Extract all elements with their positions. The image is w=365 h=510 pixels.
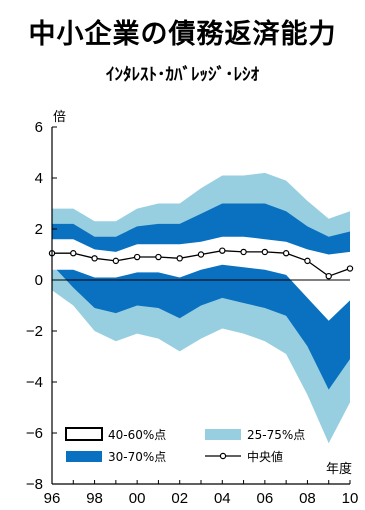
y-tick-label: 2	[35, 221, 43, 238]
x-tick-label: 02	[171, 490, 188, 507]
median-point-2003	[197, 251, 205, 258]
median-point-2002	[176, 255, 183, 262]
median-point-2006	[261, 248, 269, 256]
legend-swatch-40-60	[65, 427, 103, 441]
y-tick-label: 0	[35, 272, 43, 289]
legend-label-30-70: 30-70%点	[108, 450, 166, 464]
y-tick-label: 4	[35, 170, 43, 187]
x-tick-label: 04	[214, 490, 231, 507]
x-tick-label: 96	[44, 490, 61, 507]
y-tick-label: −8	[26, 476, 43, 493]
y-tick-label: −6	[26, 425, 43, 442]
x-tick-label: 00	[129, 490, 146, 507]
legend-label-40-60: 40-60%点	[108, 428, 166, 442]
band-40-60	[52, 236, 350, 321]
legend-swatch-median-marker	[219, 452, 227, 460]
legend-label-median: 中央値	[247, 449, 283, 464]
x-tick-label: 10	[342, 490, 359, 507]
x-tick-label: 08	[299, 490, 316, 507]
median-point-2009	[325, 272, 332, 280]
legend-swatch-30-70	[66, 451, 102, 462]
y-tick-label: −2	[26, 323, 43, 340]
legend-swatch-25-75	[205, 429, 241, 440]
x-tick-label: 98	[86, 490, 103, 507]
median-point-1997	[70, 250, 77, 257]
legend-label-25-75: 25-75%点	[247, 428, 305, 442]
y-tick-label: −4	[26, 374, 43, 391]
median-point-1999	[112, 257, 120, 265]
median-point-2004	[219, 247, 226, 254]
y-tick-label: 6	[35, 119, 43, 136]
chart-title: 中小企業の債務返済能力	[28, 19, 337, 50]
median-point-2000	[133, 253, 141, 261]
x-axis-unit: 年度	[326, 461, 352, 477]
median-point-2008	[304, 257, 311, 265]
median-point-2005	[240, 248, 247, 256]
y-axis-unit: 倍	[53, 110, 66, 125]
x-tick-label: 06	[257, 490, 274, 507]
median-point-2010	[346, 265, 354, 272]
chart-subtitle: ｲﾝﾀﾚｽﾄ･ｶﾊﾞﾚｯｼﾞ･ﾚｼｵ	[106, 65, 259, 85]
median-point-2001	[155, 253, 162, 261]
median-point-1998	[91, 255, 98, 262]
median-point-2007	[282, 250, 290, 257]
